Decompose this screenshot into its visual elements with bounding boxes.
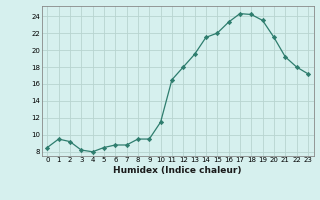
X-axis label: Humidex (Indice chaleur): Humidex (Indice chaleur) [113,166,242,175]
